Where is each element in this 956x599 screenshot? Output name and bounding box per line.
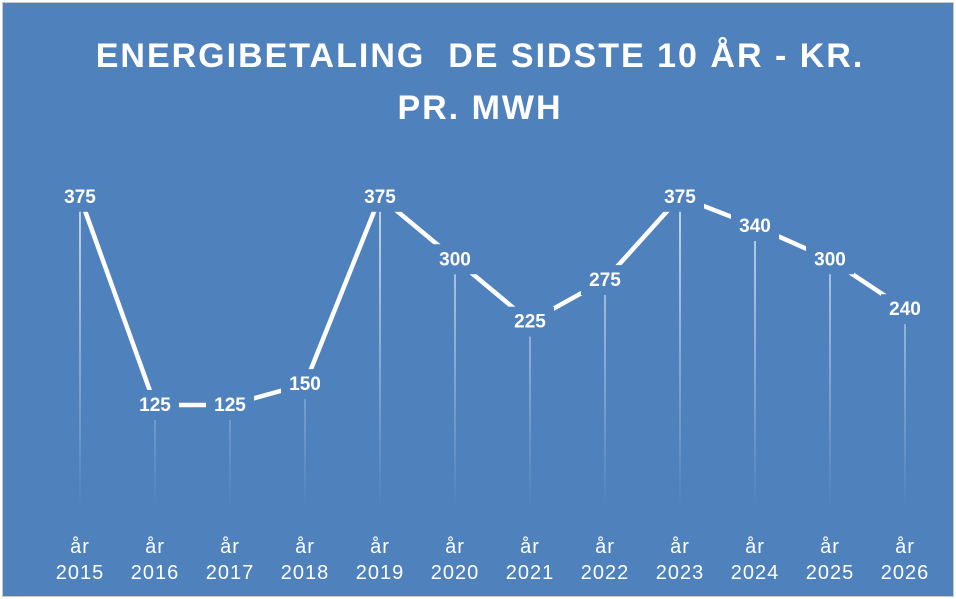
- x-tick-label: år 2017: [205, 536, 255, 584]
- data-label-bg: [206, 389, 254, 420]
- data-label: 125: [214, 395, 246, 416]
- data-label-bg: [806, 244, 854, 275]
- x-tick-label: år 2023: [655, 536, 705, 584]
- x-tick-label: år 2024: [730, 536, 780, 584]
- data-label: 375: [664, 187, 696, 208]
- data-line: [77, 194, 907, 408]
- x-tick-label: år 2016: [130, 536, 180, 584]
- data-label: 300: [814, 249, 846, 270]
- data-label: 125: [139, 395, 171, 416]
- data-label: 240: [889, 299, 921, 320]
- x-tick-label: år 2021: [505, 536, 555, 584]
- data-label-bg: [56, 181, 104, 212]
- data-label: 340: [739, 216, 771, 237]
- x-tick-label: år 2026: [880, 536, 930, 584]
- data-label-bg: [131, 389, 179, 420]
- data-label-bg: [881, 294, 929, 325]
- x-tick-label: år 2015: [55, 536, 105, 584]
- x-tick-label: år 2025: [805, 536, 855, 584]
- x-tick-label: år 2020: [430, 536, 480, 584]
- data-label: 300: [439, 249, 471, 270]
- data-label-bg: [506, 306, 554, 337]
- data-label-bg: [731, 210, 779, 241]
- data-label: 375: [64, 187, 96, 208]
- x-tick-label: år 2019: [355, 536, 405, 584]
- data-label-bg: [656, 181, 704, 212]
- data-label-bg: [581, 265, 629, 296]
- x-tick-label: år 2018: [280, 536, 330, 584]
- x-tick-label: år 2022: [580, 536, 630, 584]
- data-label-bg: [356, 181, 404, 212]
- data-label: 150: [289, 374, 321, 395]
- data-label-bg: [281, 369, 329, 400]
- chart-title: ENERGIBETALING DE SIDSTE 10 ÅR - KR. PR.…: [95, 37, 865, 127]
- data-label: 225: [514, 312, 546, 333]
- data-label: 275: [589, 270, 621, 291]
- data-label-bg: [431, 244, 479, 275]
- data-label: 375: [364, 187, 396, 208]
